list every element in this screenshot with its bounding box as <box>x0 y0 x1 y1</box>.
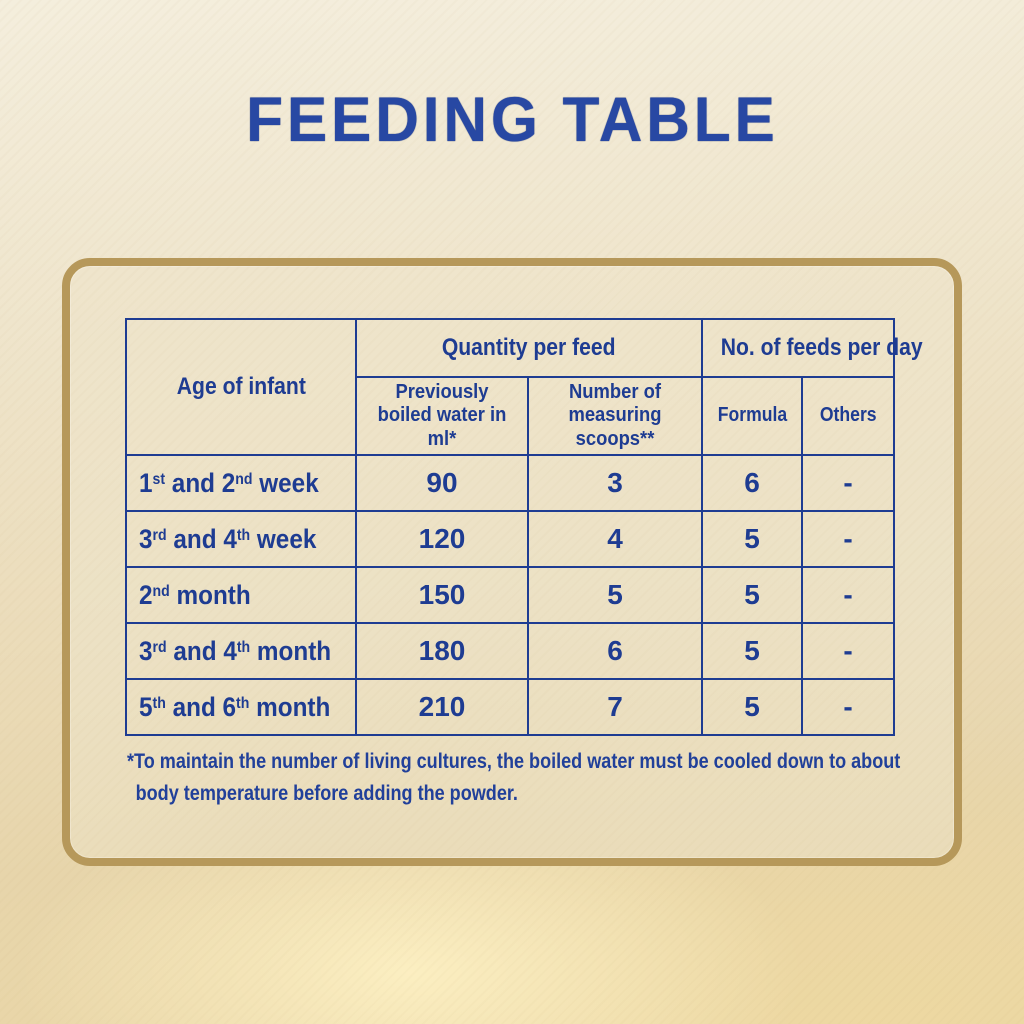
ordinal-suffix: rd <box>152 526 167 544</box>
table-row: 3rd and 4th week 120 4 5- <box>125 510 896 568</box>
footnote-line-2: body temperature before adding the powde… <box>135 781 518 805</box>
table-row: 2nd month 150 5 5- <box>125 566 896 624</box>
header-others-label: Others <box>819 404 877 427</box>
water-ml-cell: 180 <box>355 622 529 680</box>
scoops-cell: 6 <box>527 622 703 680</box>
water-ml-cell: 210 <box>355 678 529 736</box>
ordinal-suffix: st <box>152 470 166 488</box>
header-measuring-scoops: Number of measuring scoops** <box>527 376 703 456</box>
scoops-cell: 3 <box>527 454 703 512</box>
age-cell: 5th and 6th month <box>125 678 357 736</box>
age-label: 2nd month <box>139 579 251 610</box>
table-row: 5th and 6th month 210 7 5- <box>125 678 896 736</box>
formula-feeds-cell: 5 <box>701 510 803 568</box>
page-title-text: FEEDING TABLE <box>245 85 779 155</box>
header-feeds-label: No. of feeds per day <box>720 334 923 361</box>
age-label: 1st and 2nd week <box>139 467 319 498</box>
ordinal-suffix: th <box>236 526 251 544</box>
others-feeds-cell: - <box>800 454 896 512</box>
ordinal-suffix: rd <box>152 638 167 656</box>
ordinal-suffix: nd <box>152 582 170 600</box>
header-sub-row: Previously boiled water in ml* Number of… <box>126 376 896 456</box>
header-age-label: Age of infant <box>176 373 306 400</box>
age-cell: 2nd month <box>125 566 357 624</box>
header-quantity-label: Quantity per feed <box>442 334 616 361</box>
table-row: 1st and 2nd week 90 3 6- <box>125 454 896 512</box>
header-formula: Formula <box>701 376 803 456</box>
header-quantity-per-feed: Quantity per feed <box>355 318 703 378</box>
age-cell: 3rd and 4th month <box>125 622 357 680</box>
header-feeds-per-day: No. of feeds per day <box>700 318 923 378</box>
feeding-table-body: 1st and 2nd week 90 3 6-3rd and 4th week 120… <box>125 454 896 736</box>
header-age-of-infant: Age of infant <box>125 318 357 456</box>
age-label: 3rd and 4th month <box>139 635 332 666</box>
others-feeds-cell: - <box>800 510 896 568</box>
age-label: 3rd and 4th week <box>139 523 317 554</box>
ordinal-suffix: th <box>236 694 250 712</box>
scoops-cell: 5 <box>527 566 703 624</box>
age-label: 5th and 6th month <box>139 691 331 722</box>
water-ml-cell: 120 <box>355 510 529 568</box>
others-feeds-cell: - <box>800 622 896 680</box>
header-group-row: Age of infant Quantity per feed No. of f… <box>125 318 923 456</box>
age-cell: 3rd and 4th week <box>125 510 357 568</box>
ordinal-suffix: nd <box>235 470 253 488</box>
header-measuring-scoops-label: Number of measuring scoops** <box>568 380 662 450</box>
page-title: FEEDING TABLE <box>0 84 1024 156</box>
table-row: 3rd and 4th month 180 6 5- <box>125 622 896 680</box>
formula-feeds-cell: 5 <box>701 622 803 680</box>
water-ml-cell: 150 <box>355 566 529 624</box>
header-formula-label: Formula <box>717 404 787 427</box>
header-boiled-water: Previously boiled water in ml* <box>355 376 529 456</box>
header-boiled-water-label: Previously boiled water in ml* <box>377 380 507 450</box>
age-cell: 1st and 2nd week <box>125 454 357 512</box>
footnote-line-1: *To maintain the number of living cultur… <box>127 750 901 773</box>
ordinal-suffix: th <box>236 638 251 656</box>
others-feeds-cell: - <box>800 678 896 736</box>
formula-feeds-cell: 5 <box>701 678 803 736</box>
formula-feeds-cell: 6 <box>701 454 803 512</box>
others-feeds-cell: - <box>800 566 896 624</box>
gold-frame: Age of infant Quantity per feed No. of f… <box>62 258 962 866</box>
feeding-table: Age of infant Quantity per feed No. of f… <box>125 318 923 736</box>
formula-feeds-cell: 5 <box>701 566 803 624</box>
scoops-cell: 4 <box>527 510 703 568</box>
header-others: Others <box>800 376 896 456</box>
scoops-cell: 7 <box>527 678 703 736</box>
footnote: *To maintain the number of living cultur… <box>127 746 907 809</box>
water-ml-cell: 90 <box>355 454 529 512</box>
ordinal-suffix: th <box>152 694 166 712</box>
feeding-table-header: Age of infant Quantity per feed No. of f… <box>125 318 923 456</box>
